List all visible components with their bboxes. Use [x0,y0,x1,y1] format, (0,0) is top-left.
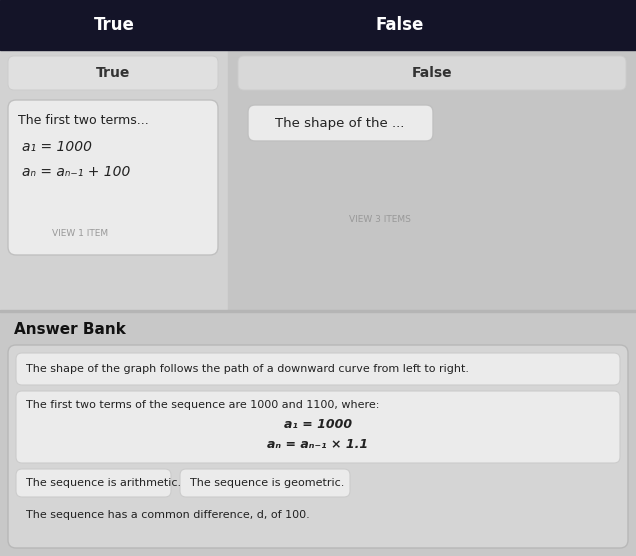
Text: The first two terms of the sequence are 1000 and 1100, where:: The first two terms of the sequence are … [26,400,380,410]
Text: The sequence is arithmetic.: The sequence is arithmetic. [26,478,181,488]
FancyBboxPatch shape [16,469,171,497]
Text: False: False [411,66,452,80]
FancyBboxPatch shape [16,353,620,385]
FancyBboxPatch shape [8,100,218,255]
Text: a₁ = 1000: a₁ = 1000 [22,140,92,154]
Text: The shape of the graph follows the path of a downward curve from left to right.: The shape of the graph follows the path … [26,364,469,374]
Bar [0,310,636,312]
FancyBboxPatch shape [238,56,626,90]
Text: VIEW 1 ITEM: VIEW 1 ITEM [52,229,108,237]
Text: False: False [376,16,424,34]
Text: The first two terms...: The first two terms... [18,113,149,127]
FancyBboxPatch shape [8,345,628,548]
Bar [228,50,636,310]
Text: Answer Bank: Answer Bank [14,322,126,337]
Bar [0,312,636,556]
Text: The shape of the ...: The shape of the ... [275,117,404,130]
Bar [0,50,228,310]
Text: True: True [96,66,130,80]
Text: True: True [93,16,134,34]
FancyBboxPatch shape [16,391,620,463]
Text: The sequence has a common difference, d, of 100.: The sequence has a common difference, d,… [26,510,310,520]
Text: a₁ = 1000: a₁ = 1000 [284,419,352,431]
Bar [0,0,636,50]
Text: The sequence is geometric.: The sequence is geometric. [190,478,344,488]
FancyBboxPatch shape [180,469,350,497]
FancyBboxPatch shape [8,56,218,90]
Text: VIEW 3 ITEMS: VIEW 3 ITEMS [349,216,411,225]
FancyBboxPatch shape [248,105,433,141]
Text: aₙ = aₙ₋₁ + 100: aₙ = aₙ₋₁ + 100 [22,165,130,179]
Text: aₙ = aₙ₋₁ × 1.1: aₙ = aₙ₋₁ × 1.1 [267,439,369,451]
